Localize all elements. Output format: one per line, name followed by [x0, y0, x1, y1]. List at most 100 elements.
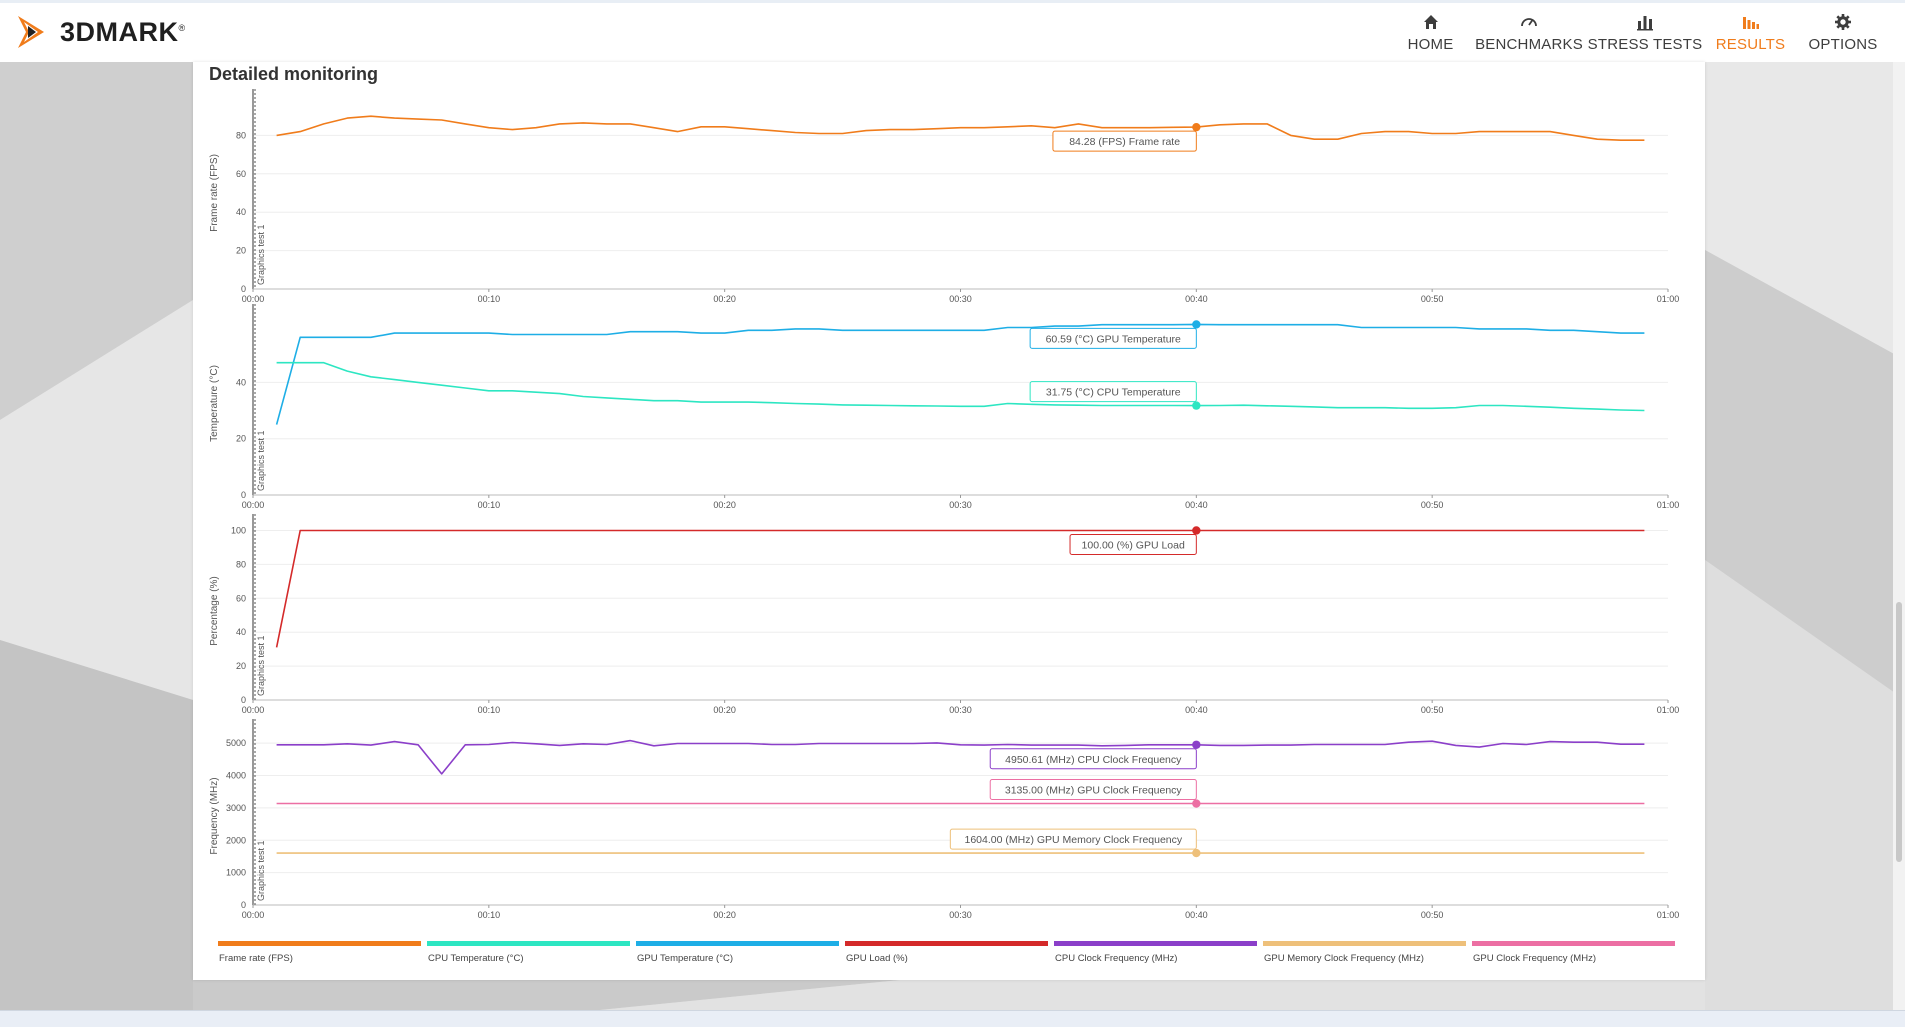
cursor-dot: [1192, 740, 1201, 749]
nav-results[interactable]: RESULTS: [1706, 3, 1795, 65]
chart-4: 0 1000 2000 3000 4000 5000 00:00 00:10 00:20 00:3…: [209, 719, 1679, 920]
home-icon: [1423, 15, 1438, 29]
bar-chart-icon: [1637, 16, 1653, 31]
cursor-dot: [1192, 848, 1201, 858]
monitoring-charts: 0 20 40 60 80 00:00 00:10 00:20 00:30 00:40 00:50 0…: [209, 89, 1680, 964]
tooltip-text: 60.59 (°C) GPU Temperature: [1046, 333, 1181, 345]
series-line-gpu-load[interactable]: [275, 529, 1645, 648]
y-tick-label: 60: [236, 169, 246, 179]
y-tick-label: 5000: [226, 738, 246, 748]
tooltip-text: 100.00 (%) GPU Load: [1082, 539, 1185, 551]
x-tick-label: 00:50: [1421, 294, 1444, 304]
tooltip-box: [1029, 381, 1197, 403]
cursor-dot: [1192, 122, 1201, 132]
chart-3: 0 20 40 60 80 100 00:00 00:10 00:20 00:30 00:40 00:…: [209, 514, 1679, 715]
y-axis-title: Frame rate (FPS): [209, 154, 220, 232]
series-line-frame-rate-fps[interactable]: [276, 115, 1645, 141]
legend-swatch: [1054, 941, 1257, 946]
cursor-dot: [1192, 320, 1201, 329]
brand-logo[interactable]: 3DMARK®: [14, 12, 186, 52]
y-tick-label: 20: [236, 246, 246, 256]
x-tick-label: 01:00: [1657, 705, 1680, 715]
scrollbar-thumb[interactable]: [1896, 602, 1902, 862]
nav-label: OPTIONS: [1808, 36, 1878, 53]
legend-label: GPU Load (%): [846, 953, 908, 964]
nav-options[interactable]: OPTIONS: [1795, 3, 1891, 65]
legend-item[interactable]: GPU Clock Frequency (MHz): [1472, 941, 1675, 964]
tooltip-box: [989, 779, 1197, 801]
y-tick-label: 20: [236, 434, 246, 444]
tooltip-box: [1069, 533, 1197, 555]
y-tick-label: 40: [236, 627, 246, 637]
tooltip-box: [989, 748, 1197, 770]
x-tick-label: 00:40: [1185, 705, 1208, 715]
x-tick-label: 00:30: [949, 294, 972, 304]
x-tick-label: 00:20: [713, 294, 736, 304]
page-scrollbar[interactable]: [1893, 62, 1905, 1010]
series-line-gpu-temperature-c[interactable]: [275, 323, 1645, 425]
y-tick-label: 2000: [226, 835, 246, 845]
3dmark-logo-icon: [18, 16, 44, 48]
legend-item[interactable]: CPU Temperature (°C): [427, 941, 630, 964]
tooltip-text: 31.75 (°C) CPU Temperature: [1046, 387, 1181, 399]
nav-label: HOME: [1407, 36, 1454, 53]
x-tick-label: 00:20: [713, 705, 736, 715]
x-tick-label: 00:20: [713, 500, 736, 510]
legend-label: GPU Temperature (°C): [637, 953, 733, 964]
x-tick-label: 01:00: [1657, 500, 1680, 510]
legend-swatch: [845, 941, 1048, 946]
x-tick-label: 01:00: [1657, 910, 1680, 920]
x-tick-label: 00:10: [478, 500, 501, 510]
tooltip: 3135.00 (MHz) GPU Clock Frequency: [989, 779, 1197, 801]
x-tick-label: 00:30: [949, 910, 972, 920]
nav-stress[interactable]: STRESS TESTS: [1584, 3, 1706, 65]
y-axis-title: Percentage (%): [209, 576, 220, 645]
legend-label: CPU Temperature (°C): [428, 953, 523, 964]
y-tick-label: 0: [241, 490, 246, 500]
nav-label: STRESS TESTS: [1587, 36, 1703, 53]
legend-swatch: [218, 941, 421, 946]
legend-label: CPU Clock Frequency (MHz): [1055, 953, 1177, 964]
os-taskbar: [0, 1010, 1905, 1027]
detailed-monitoring-panel: Detailed monitoring 0 20 40 60 80 00:00 00:10 0…: [193, 62, 1705, 980]
y-tick-label: 80: [236, 130, 246, 140]
y-tick-label: 4000: [226, 771, 246, 781]
y-tick-label: 40: [236, 377, 246, 387]
tooltip: 4950.61 (MHz) CPU Clock Frequency: [989, 748, 1197, 770]
series-line-cpu-temperature-c[interactable]: [276, 361, 1645, 412]
y-tick-label: 0: [241, 695, 246, 705]
y-tick-label: 60: [236, 593, 246, 603]
legend-swatch: [636, 941, 839, 946]
legend-item[interactable]: GPU Temperature (°C): [636, 941, 839, 964]
y-tick-label: 0: [241, 900, 246, 910]
nav-label: BENCHMARKS: [1475, 36, 1583, 53]
y-tick-label: 1000: [226, 868, 246, 878]
x-tick-label: 00:10: [478, 294, 501, 304]
x-tick-label: 01:00: [1657, 294, 1680, 304]
nav-benchmarks[interactable]: BENCHMARKS: [1474, 3, 1584, 65]
x-tick-label: 00:50: [1421, 500, 1444, 510]
tooltip-box: [1052, 130, 1197, 152]
x-tick-label: 00:00: [242, 705, 265, 715]
x-tick-label: 00:50: [1421, 910, 1444, 920]
legend-label: Frame rate (FPS): [219, 953, 293, 964]
top-navigation-bar: 3DMARK® HOME BENCHMARKS STRESS TESTS RESULT…: [0, 0, 1905, 62]
legend-item[interactable]: GPU Memory Clock Frequency (MHz): [1263, 941, 1466, 964]
tooltip: 60.59 (°C) GPU Temperature: [1029, 327, 1197, 349]
tooltip-text: 3135.00 (MHz) GPU Clock Frequency: [1005, 785, 1183, 797]
x-tick-label: 00:00: [242, 500, 265, 510]
y-axis-title: Temperature (°C): [209, 365, 220, 442]
nav-home[interactable]: HOME: [1387, 3, 1474, 65]
tooltip-text: 84.28 (FPS) Frame rate: [1069, 136, 1180, 148]
section-title: Detailed monitoring: [209, 64, 379, 84]
legend-item[interactable]: GPU Load (%): [845, 941, 1048, 964]
legend-label: GPU Clock Frequency (MHz): [1473, 953, 1596, 964]
series-line-cpu-clock-frequency-mhz[interactable]: [276, 739, 1645, 775]
tooltip-box: [949, 828, 1197, 850]
x-tick-label: 00:10: [478, 910, 501, 920]
tooltip: 100.00 (%) GPU Load: [1069, 533, 1197, 555]
legend-item[interactable]: Frame rate (FPS): [218, 941, 421, 964]
x-tick-label: 00:40: [1185, 910, 1208, 920]
legend-item[interactable]: CPU Clock Frequency (MHz): [1054, 941, 1257, 964]
brand-name: 3DMARK®: [60, 16, 186, 47]
